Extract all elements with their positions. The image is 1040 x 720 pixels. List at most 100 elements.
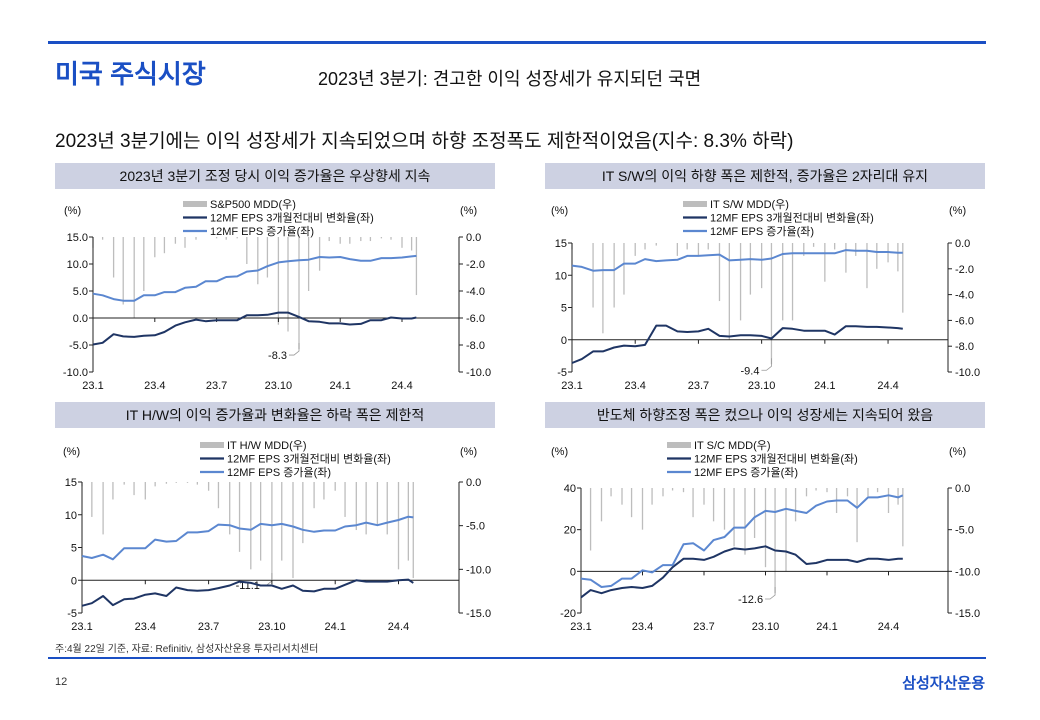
chart-4-right-tick-label: -10.0: [955, 566, 980, 578]
chart-3-legend-label: 12MF EPS 증가율(좌): [227, 466, 331, 479]
chart-4-right-unit: (%): [949, 446, 966, 458]
chart-4-right-tick-label: -15.0: [955, 608, 980, 620]
chart-1-left-tick-label: -10.0: [63, 367, 88, 379]
chart-2-annotation-leader: [761, 358, 772, 371]
chart-3-right-tick-label: 0.0: [466, 477, 481, 489]
chart-4-x-tick-label: 23.10: [752, 621, 780, 633]
chart-2-legend-label: 12MF EPS 증가율(좌): [710, 225, 814, 238]
chart-3-left-tick-label: 15: [65, 477, 77, 489]
chart-2-legend-swatch-bar: [683, 201, 707, 207]
chart-1-right-tick-label: 0.0: [466, 232, 481, 244]
company-logo: 삼성자산운용: [902, 675, 985, 692]
chart-4-right-tick-label: -5.0: [955, 525, 974, 537]
chart-1-right-tick-label: -2.0: [466, 259, 485, 271]
chart-1-annotation-leader: [289, 343, 300, 356]
chart-4-left-unit: (%): [551, 446, 568, 458]
chart-1-x-tick-label: 23.7: [206, 380, 227, 392]
chart-3-legend-swatch-bar: [200, 442, 224, 448]
chart-3-right-unit: (%): [460, 446, 477, 458]
chart-2-right-tick-label: -2.0: [955, 264, 974, 276]
chart-1-x-tick-label: 23.10: [265, 380, 293, 392]
chart-3-left-unit: (%): [63, 446, 80, 458]
chart-2-x-tick-label: 23.1: [561, 380, 582, 392]
chart-2-right-tick-label: -4.0: [955, 290, 974, 302]
chart-2-left-tick-label: 0: [561, 335, 567, 347]
chart-1-legend-label: 12MF EPS 3개월전대비 변화율(좌): [210, 212, 374, 225]
chart-3-right-tick-label: -5.0: [466, 521, 485, 533]
chart-4-left-tick-label: -20: [560, 608, 576, 620]
chart-3-annotation-leader: [261, 572, 273, 586]
chart-2-annotation-label: -9.4: [740, 365, 759, 377]
chart-4-x-tick-label: 23.7: [693, 621, 714, 633]
chart-3-legend-label: 12MF EPS 3개월전대비 변화율(좌): [227, 453, 391, 466]
chart-3-x-tick-label: 23.7: [198, 621, 219, 633]
chart-4-left-tick-label: 40: [564, 483, 576, 495]
chart-3-title: IT H/W의 이익 증가율과 변화율은 하락 폭은 제한적: [55, 402, 495, 428]
chart-4-legend-label: IT S/C MDD(우): [694, 439, 771, 452]
chart-2-series-eps-growth-line: [571, 249, 903, 272]
chart-1-annotation-label: -8.3: [268, 350, 287, 362]
chart-1-left-tick-label: 0.0: [73, 313, 88, 325]
chart-2-x-tick-label: 23.4: [624, 380, 645, 392]
chart-4-x-tick-label: 23.4: [632, 621, 653, 633]
chart-1-right-unit: (%): [460, 205, 477, 217]
chart-4-left-tick-label: 20: [564, 525, 576, 537]
chart-3-legend-label: IT H/W MDD(우): [227, 439, 307, 452]
chart-4-title: 반도체 하향조정 폭은 컸으나 이익 성장세는 지속되어 왔음: [545, 402, 985, 428]
chart-1-left-tick-label: 10.0: [67, 259, 88, 271]
chart-2-legend-label: 12MF EPS 3개월전대비 변화율(좌): [710, 212, 874, 225]
chart-3-right-tick-label: -10.0: [466, 564, 491, 576]
chart-3-left-tick-label: 0: [71, 575, 77, 587]
chart-2-right-tick-label: -8.0: [955, 341, 974, 353]
chart-2-series-eps-change-line: [571, 324, 903, 364]
chart-3-x-tick-label: 24.1: [324, 621, 345, 633]
chart-4-annotation-label: -12.6: [738, 594, 763, 606]
chart-3-x-tick-label: 24.4: [388, 621, 409, 633]
chart-2-x-tick-label: 24.4: [877, 380, 898, 392]
chart-1-legend-swatch-bar: [183, 201, 207, 207]
chart-1-right-tick-label: -4.0: [466, 286, 485, 298]
chart-1-right-tick-label: -8.0: [466, 340, 485, 352]
section-heading: 2023년 3분기에는 이익 성장세가 지속되었으며 하향 조정폭도 제한적이었…: [55, 131, 794, 152]
chart-2-x-tick-label: 23.10: [748, 380, 776, 392]
footnote: 주:4월 22일 기준, 자료: Refinitiv, 삼성자산운용 투자리서치…: [55, 644, 319, 655]
chart-1-x-tick-label: 23.4: [144, 380, 165, 392]
chart-1-series-eps-change-line: [92, 311, 417, 346]
chart-3-series-eps-change-line: [81, 578, 414, 607]
chart-4-x-tick-label: 24.1: [816, 621, 837, 633]
chart-1-x-tick-label: 23.1: [82, 380, 103, 392]
chart-2-left-tick-label: -5: [557, 367, 567, 379]
chart-4-left-tick-label: 0: [570, 566, 576, 578]
chart-3-left-tick-label: 10: [65, 510, 77, 522]
chart-2-title: IT S/W의 이익 하향 폭은 제한적, 증가율은 2자리대 유지: [545, 163, 985, 189]
chart-2-legend-label: IT S/W MDD(우): [710, 198, 789, 211]
chart-3-x-tick-label: 23.1: [71, 621, 92, 633]
chart-1-x-tick-label: 24.4: [391, 380, 412, 392]
top-rule: [48, 41, 986, 44]
chart-2-left-tick-label: 10: [555, 270, 567, 282]
chart-1-left-tick-label: 5.0: [73, 286, 88, 298]
chart-2-x-tick-label: 24.1: [814, 380, 835, 392]
page-subtitle: 2023년 3분기: 견고한 이익 성장세가 유지되던 국면: [318, 69, 702, 89]
chart-4-annotation-leader: [765, 587, 776, 600]
chart-2-left-tick-label: 15: [555, 238, 567, 250]
chart-4-legend-swatch-bar: [667, 442, 691, 448]
bottom-rule: [48, 657, 986, 659]
chart-1-left-tick-label: 15.0: [67, 232, 88, 244]
chart-3-left-tick-label: -5: [67, 608, 77, 620]
chart-3-left-tick-label: 5: [71, 543, 77, 555]
chart-1-legend-label: 12MF EPS 증가율(좌): [210, 225, 314, 238]
chart-4-x-tick-label: 24.4: [878, 621, 899, 633]
chart-1-series-eps-growth-line: [92, 254, 417, 302]
chart-4-legend-label: 12MF EPS 3개월전대비 변화율(좌): [694, 453, 858, 466]
chart-4-right-tick-label: 0.0: [955, 483, 970, 495]
chart-3-right-tick-label: -15.0: [466, 608, 491, 620]
chart-1-right-tick-label: -10.0: [466, 367, 491, 379]
chart-1-title: 2023년 3분기 조정 당시 이익 증가율은 우상향세 지속: [55, 163, 495, 189]
chart-2-left-unit: (%): [551, 205, 568, 217]
chart-1-right-tick-label: -6.0: [466, 313, 485, 325]
chart-4-x-tick-label: 23.1: [570, 621, 591, 633]
chart-4-legend-label: 12MF EPS 증가율(좌): [694, 466, 798, 479]
page-number: 12: [55, 676, 68, 688]
chart-4-series-eps-change-line: [580, 545, 903, 599]
